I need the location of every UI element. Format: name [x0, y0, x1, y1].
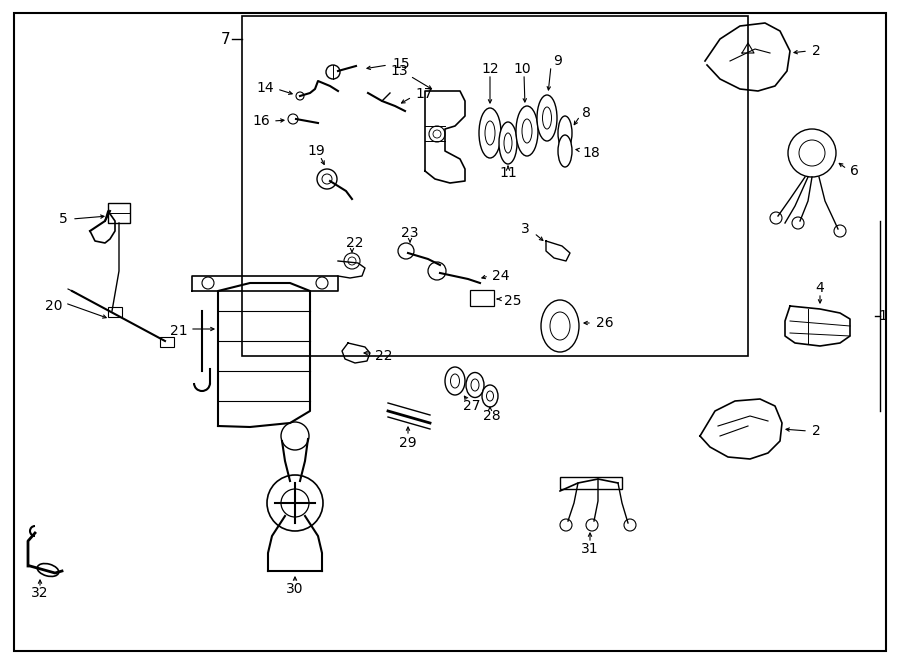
- Text: 15: 15: [392, 57, 410, 71]
- Circle shape: [316, 277, 328, 289]
- Circle shape: [792, 217, 804, 229]
- Text: 8: 8: [582, 106, 591, 120]
- Text: 9: 9: [554, 54, 562, 68]
- Text: 10: 10: [513, 62, 531, 76]
- Ellipse shape: [451, 374, 460, 388]
- Text: 11: 11: [500, 166, 517, 180]
- Ellipse shape: [445, 367, 465, 395]
- Ellipse shape: [499, 122, 517, 164]
- Circle shape: [296, 92, 304, 100]
- Text: 25: 25: [504, 294, 521, 308]
- Circle shape: [281, 489, 309, 517]
- Text: 21: 21: [170, 324, 188, 338]
- Text: 29: 29: [400, 436, 417, 450]
- Ellipse shape: [558, 116, 572, 150]
- Ellipse shape: [550, 312, 570, 340]
- Ellipse shape: [485, 121, 495, 145]
- Ellipse shape: [522, 119, 532, 143]
- Circle shape: [344, 253, 360, 269]
- Circle shape: [428, 262, 446, 280]
- Ellipse shape: [487, 391, 493, 401]
- Circle shape: [267, 475, 323, 531]
- Text: 4: 4: [815, 281, 824, 295]
- Text: 19: 19: [307, 144, 325, 158]
- Text: 17: 17: [415, 87, 433, 101]
- Text: 22: 22: [375, 349, 392, 363]
- Text: 3: 3: [521, 222, 530, 236]
- Circle shape: [834, 225, 846, 237]
- Bar: [160, 337, 174, 347]
- Ellipse shape: [466, 373, 484, 397]
- Bar: [470, 290, 494, 306]
- Text: 24: 24: [492, 269, 509, 283]
- Ellipse shape: [543, 107, 552, 129]
- Ellipse shape: [37, 564, 58, 576]
- Circle shape: [770, 212, 782, 224]
- Text: 12: 12: [482, 62, 499, 76]
- Bar: [560, 477, 622, 489]
- Circle shape: [202, 277, 214, 289]
- Circle shape: [317, 169, 337, 189]
- Text: 18: 18: [582, 146, 599, 160]
- Text: 2: 2: [812, 424, 821, 438]
- Text: 16: 16: [252, 114, 270, 128]
- Circle shape: [788, 129, 836, 177]
- Text: 22: 22: [346, 236, 364, 250]
- Bar: [242, 16, 748, 356]
- Ellipse shape: [541, 300, 579, 352]
- Text: 7: 7: [220, 32, 230, 46]
- Circle shape: [348, 257, 356, 265]
- Text: 27: 27: [464, 399, 481, 413]
- Text: 32: 32: [32, 586, 49, 600]
- Circle shape: [624, 519, 636, 531]
- Circle shape: [326, 65, 340, 79]
- Circle shape: [281, 422, 309, 450]
- Text: 2: 2: [812, 44, 821, 58]
- Text: 31: 31: [581, 542, 598, 556]
- Circle shape: [398, 243, 414, 259]
- Text: 14: 14: [256, 81, 274, 95]
- Text: 30: 30: [286, 582, 304, 596]
- Circle shape: [433, 130, 441, 138]
- Ellipse shape: [516, 106, 538, 156]
- Text: 23: 23: [401, 226, 419, 240]
- Text: 5: 5: [59, 212, 68, 226]
- Ellipse shape: [558, 135, 572, 167]
- Ellipse shape: [479, 108, 501, 158]
- Text: 20: 20: [44, 299, 62, 313]
- Ellipse shape: [482, 385, 498, 407]
- Text: 28: 28: [483, 409, 500, 423]
- Text: 1: 1: [878, 309, 886, 323]
- Text: 13: 13: [391, 64, 408, 78]
- Circle shape: [429, 126, 445, 142]
- Circle shape: [288, 114, 298, 124]
- Text: 26: 26: [596, 316, 614, 330]
- Circle shape: [322, 174, 332, 184]
- Circle shape: [799, 140, 825, 166]
- Ellipse shape: [471, 379, 479, 391]
- Ellipse shape: [537, 95, 557, 141]
- Ellipse shape: [504, 133, 512, 153]
- Circle shape: [560, 519, 572, 531]
- Bar: [108, 307, 122, 317]
- Circle shape: [586, 519, 598, 531]
- Text: 6: 6: [850, 164, 859, 178]
- Bar: [108, 203, 130, 223]
